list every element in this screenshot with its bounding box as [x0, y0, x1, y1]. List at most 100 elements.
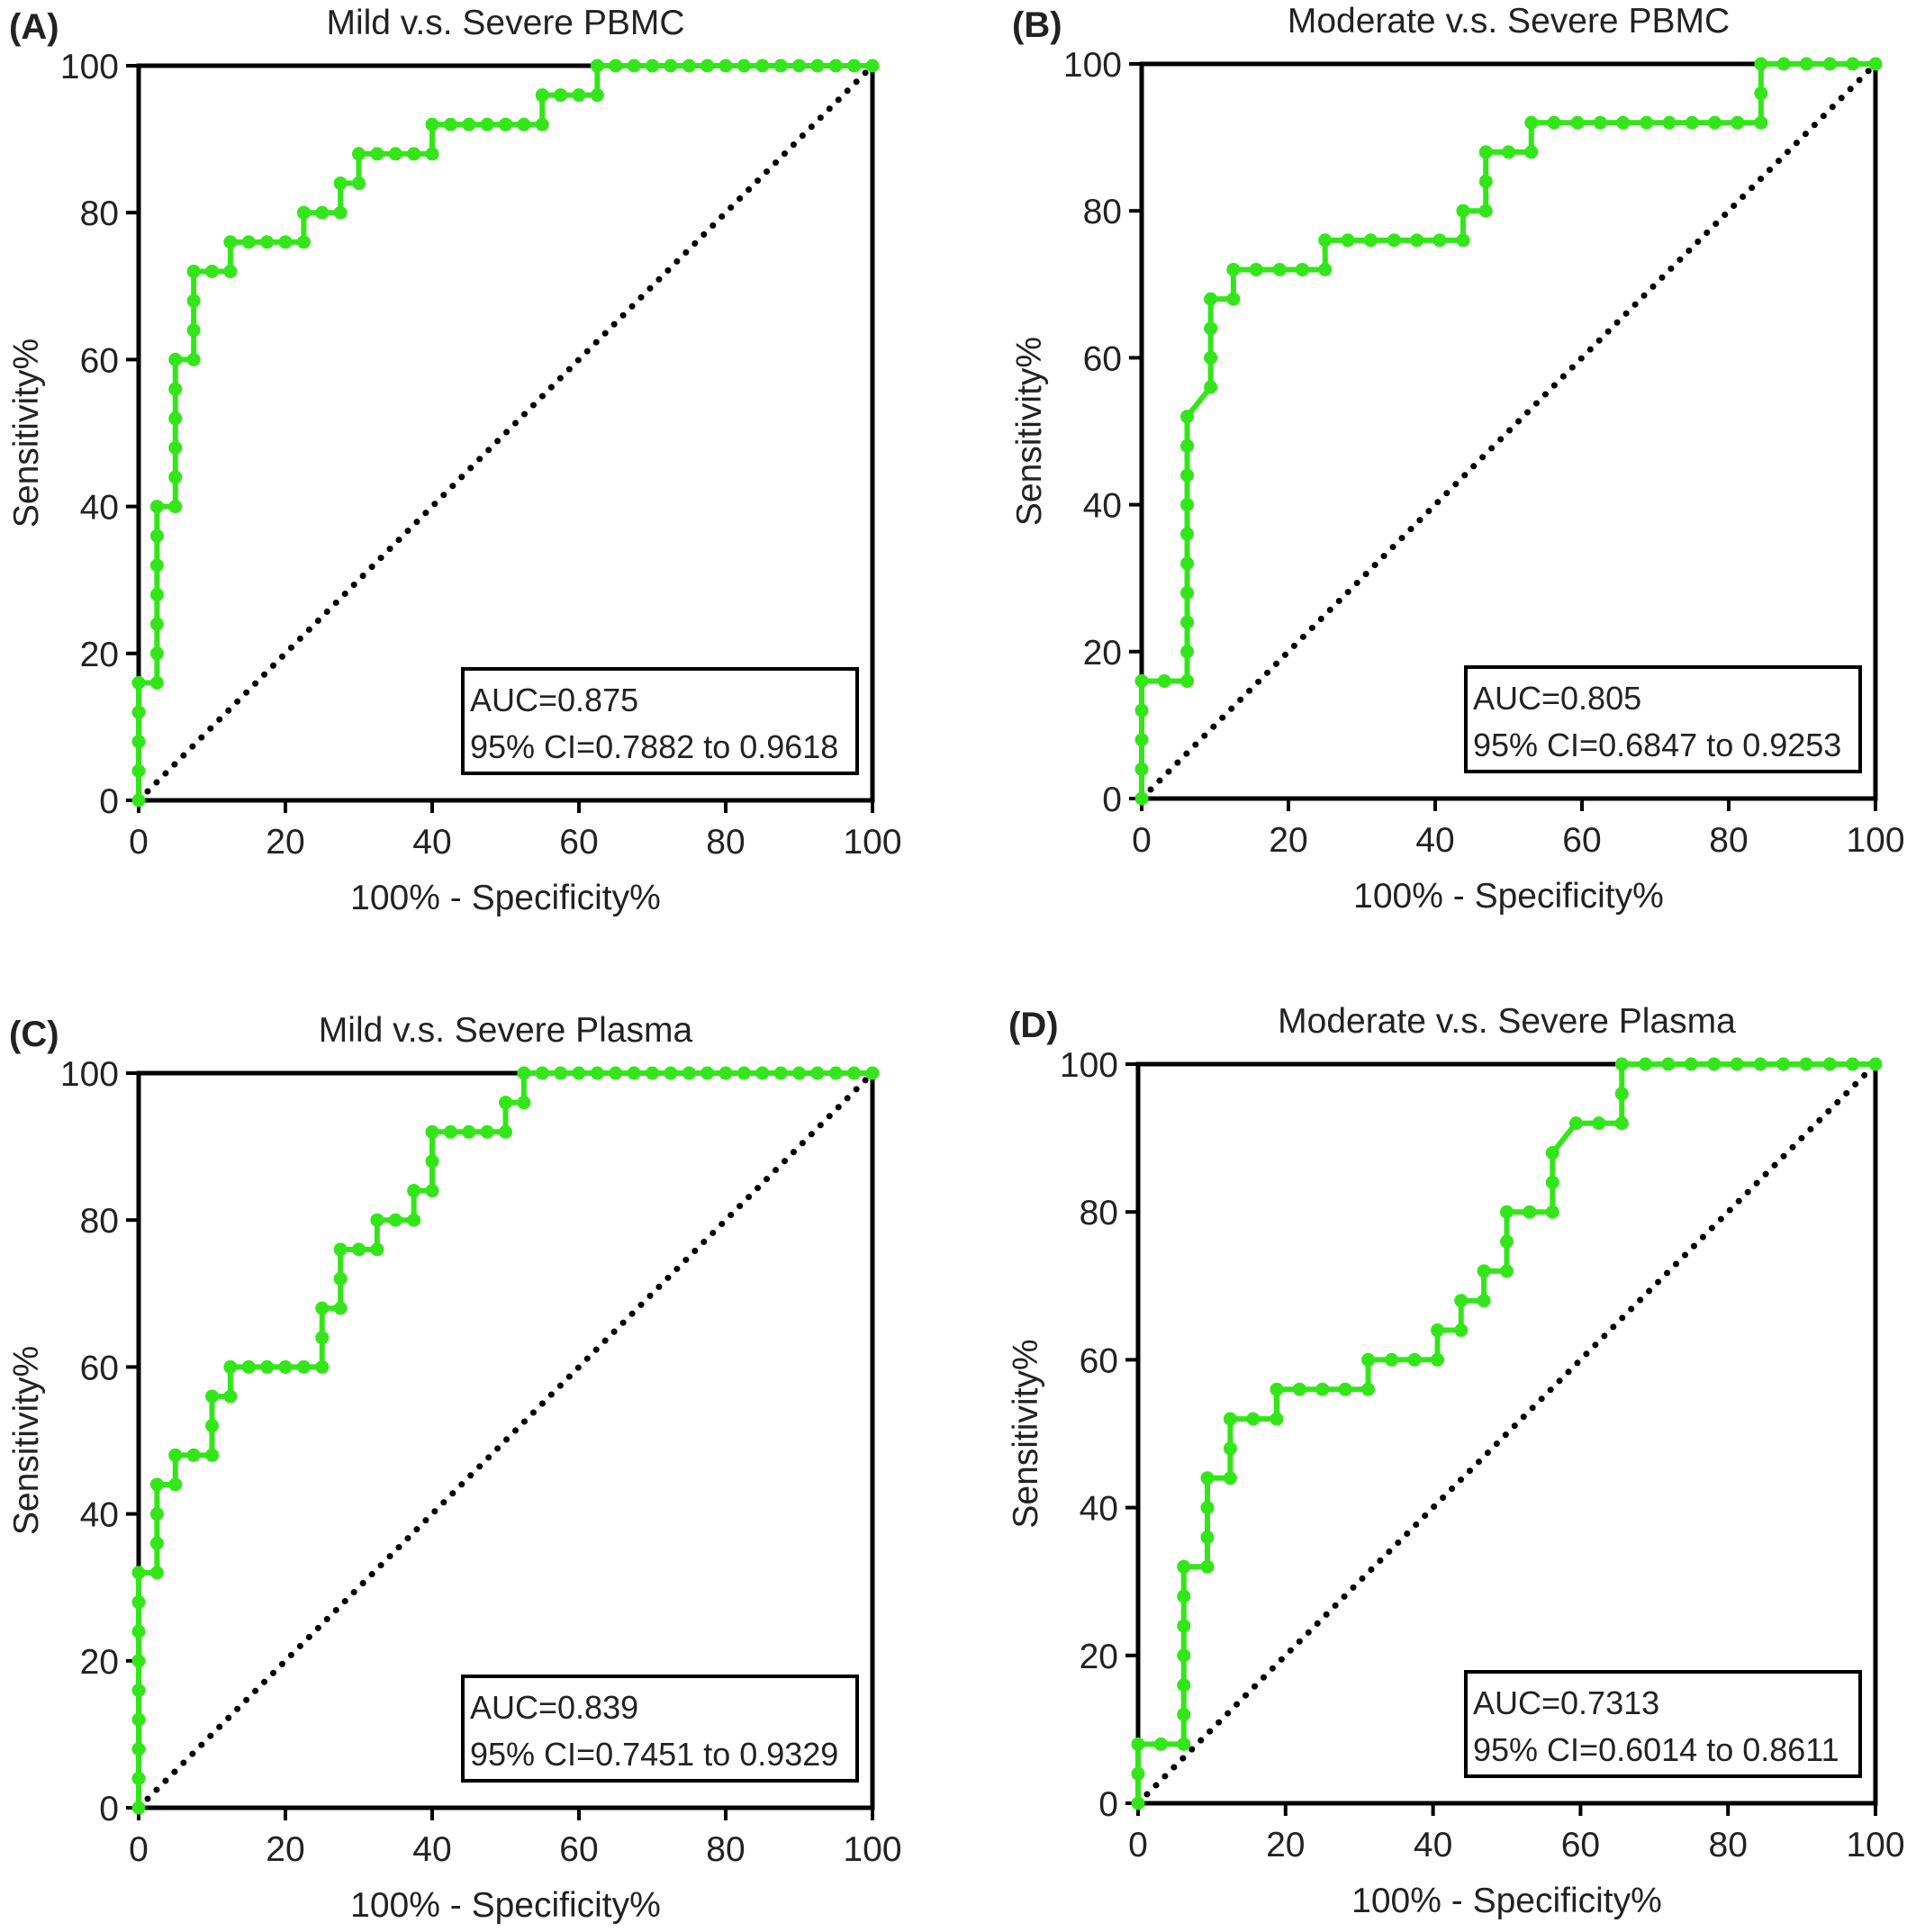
chart-2-series-0-point-30 [333, 1242, 348, 1257]
chart-2-series-0-point-38 [425, 1154, 439, 1169]
chart-3-series-0-point-2 [1131, 1737, 1145, 1751]
chart-2-series-0-point-39 [425, 1124, 439, 1139]
chart-1-reference-line [1138, 60, 1879, 802]
chart-2-ylabel: Sensitivity% [7, 1346, 46, 1535]
chart-3-series-0-point-24 [1361, 1382, 1376, 1396]
chart-2-series-0-point-64 [847, 1066, 862, 1080]
chart-2-series-0-point-13 [168, 1477, 183, 1492]
chart-0-series-0-point-28 [296, 235, 311, 249]
chart-3-auc-label: AUC=0.7313 [1473, 1684, 1659, 1721]
chart-1-xtick-label-1: 20 [1269, 821, 1307, 860]
chart-0-series-0-point-49 [590, 88, 604, 103]
chart-3-series-0-point-25 [1361, 1352, 1376, 1367]
chart-1-series-0-point-51 [1754, 57, 1768, 71]
chart-0-ytick-label-4: 80 [80, 194, 119, 233]
chart-3-series-0-point-13 [1200, 1501, 1215, 1515]
chart-0-series-0-point-31 [333, 205, 348, 220]
chart-2-ytick-label-0: 0 [99, 1790, 119, 1828]
chart-2-series-0-point-34 [388, 1213, 402, 1227]
chart-3-ytick-label-4: 80 [1080, 1194, 1118, 1232]
chart-0-series-0-point-24 [223, 235, 238, 249]
chart-2-series-0-point-25 [315, 1359, 330, 1374]
chart-1-ytick-label-0: 0 [1102, 781, 1122, 819]
chart-1-ytick-label-3: 60 [1083, 339, 1122, 378]
chart-2-series-0-point-15 [186, 1448, 201, 1462]
chart-0-series-0-point-22 [205, 264, 219, 278]
chart-3-series-0-point-27 [1407, 1352, 1422, 1367]
chart-1-series-0-point-4 [1134, 673, 1149, 688]
chart-0-series-0-point-34 [352, 147, 366, 161]
chart-0-xtick-label-0: 0 [129, 823, 149, 862]
chart-0-series-0-point-46 [535, 88, 549, 103]
chart-0-series-0-point-30 [315, 205, 330, 220]
chart-0-series-0-point-23 [223, 264, 238, 278]
chart-1-xtick-label-3: 60 [1562, 821, 1601, 860]
chart-3-series-0-point-0 [1131, 1796, 1145, 1810]
chart-3-series-0-point-45 [1614, 1057, 1629, 1071]
chart-2-series-0-point-61 [792, 1066, 806, 1080]
chart-0-series-0-point-38 [425, 147, 439, 161]
chart-3-xtick-label-4: 80 [1709, 1826, 1748, 1864]
chart-1-series-0-point-20 [1226, 292, 1241, 306]
chart-2-series-0-point-51 [609, 1066, 623, 1080]
chart-1-series-0-point-31 [1432, 233, 1447, 248]
chart-1-series-0-point-50 [1754, 86, 1768, 101]
chart-0-series-0-point-59 [755, 59, 770, 73]
chart-1-series-0-point-35 [1478, 175, 1493, 189]
chart-0-series-0-point-11 [149, 500, 164, 514]
chart-3-series-0-point-16 [1223, 1441, 1237, 1456]
chart-0-series-0-point-17 [168, 352, 183, 366]
chart-0-series-0-point-29 [296, 205, 311, 220]
chart-0-series-0-point-48 [572, 88, 586, 103]
chart-0-series-0-point-45 [535, 117, 549, 131]
chart-1-ci-label: 95% CI=0.6847 to 0.9253 [1473, 727, 1841, 763]
chart-2-series-0-point-19 [223, 1389, 238, 1404]
chart-2-series-0-point-47 [535, 1066, 549, 1080]
chart-2-xtick-label-4: 80 [706, 1830, 745, 1869]
chart-3-series-0-point-19 [1270, 1412, 1284, 1426]
chart-2-series-0-point-5 [131, 1654, 146, 1668]
chart-3-panel: (D) Moderate v.s. Severe Plasma 0 20 40 60 80 1… [1007, 1002, 1905, 1920]
chart-2-series-0-point-7 [131, 1595, 146, 1610]
chart-0-series-0-point-61 [792, 59, 806, 73]
chart-2-series-0-point-43 [499, 1124, 512, 1139]
chart-1-xtick-label-2: 40 [1415, 821, 1454, 860]
chart-3-series-0-point-35 [1500, 1234, 1514, 1249]
chart-2-series-0-point-44 [499, 1096, 512, 1110]
chart-0-series-0-point-21 [186, 264, 201, 278]
chart-3-series-0-point-29 [1431, 1323, 1445, 1338]
chart-0-series-0-point-3 [131, 705, 146, 719]
chart-1-series-0-point-0 [1134, 791, 1149, 806]
chart-1-auc-label: AUC=0.805 [1473, 680, 1641, 717]
chart-1-series-0-point-26 [1318, 233, 1333, 248]
chart-2-annotation-box [461, 1675, 859, 1783]
chart-3-series-0-point-31 [1454, 1294, 1469, 1308]
chart-0-series-0-point-20 [186, 293, 201, 308]
chart-2-series-0-point-50 [590, 1066, 604, 1080]
chart-2-series-0-point-23 [278, 1359, 293, 1374]
chart-1-series-0-point-44 [1640, 115, 1654, 130]
chart-2-ytick-label-5: 100 [60, 1055, 119, 1094]
chart-0-series-0-point-7 [149, 617, 164, 631]
chart-0-ylabel: Sensitivity% [7, 339, 46, 528]
chart-1-series-0-point-53 [1799, 57, 1813, 71]
chart-0-series-0-point-33 [352, 176, 366, 191]
chart-3-series-0-point-1 [1131, 1766, 1145, 1781]
chart-2-xtick-label-3: 60 [559, 1830, 598, 1869]
chart-0-xlabel: 100% - Specificity% [350, 879, 661, 917]
chart-2-xtick-label-2: 40 [412, 1830, 451, 1869]
chart-3-series-0-point-4 [1177, 1737, 1191, 1751]
chart-0-series-0-point-53 [646, 59, 659, 73]
chart-0-series-0-point-43 [499, 117, 512, 131]
chart-1-series-0-point-12 [1180, 498, 1195, 512]
chart-0-panel: (A) Mild v.s. Severe PBMC 0 20 40 60 80 100 0 20 4… [7, 4, 902, 917]
chart-0-xtick-label-1: 20 [266, 823, 304, 862]
chart-1-series-0-point-7 [1180, 645, 1195, 659]
chart-1-series-0-point-32 [1456, 233, 1470, 248]
chart-0-xtick-label-3: 60 [559, 823, 598, 862]
chart-0-series-0-point-32 [333, 176, 348, 191]
chart-3-series-0-point-15 [1223, 1471, 1237, 1485]
chart-1-series-0-point-38 [1524, 145, 1539, 159]
chart-1-series-0-point-40 [1547, 115, 1561, 130]
